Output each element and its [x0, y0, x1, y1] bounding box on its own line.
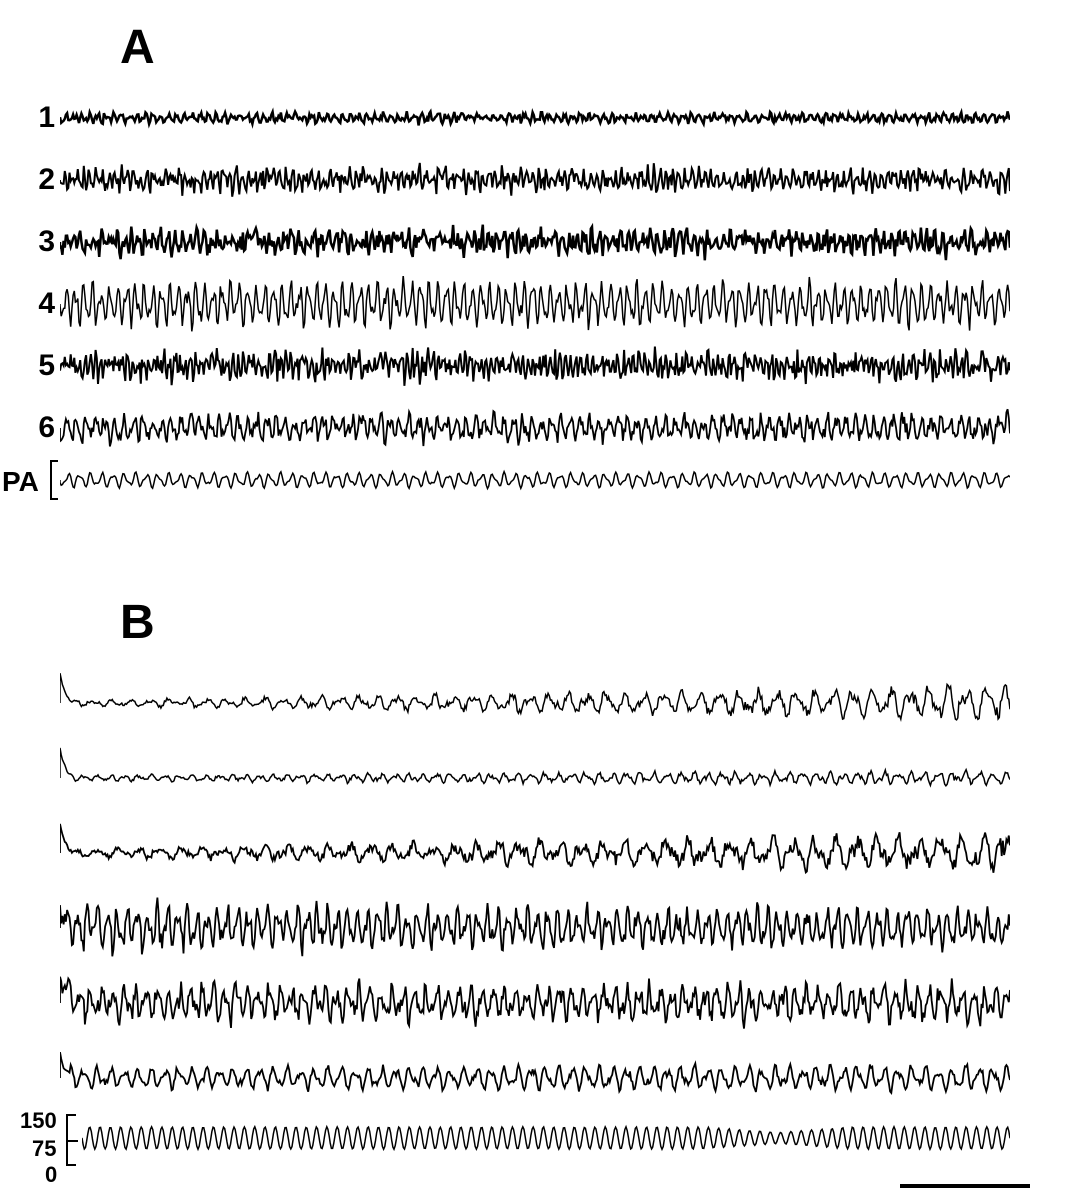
scale-bracket	[66, 1114, 76, 1166]
panel-b-pa-trace: 150 75 0	[60, 1120, 1050, 1156]
panel-a-label: A	[120, 20, 155, 75]
panel-b-trace-4	[60, 895, 1050, 961]
panel-a-trace-1: 1	[60, 90, 1050, 146]
scale-label-75: 75	[32, 1136, 56, 1162]
time-scale-bar	[900, 1184, 1030, 1188]
panel-b: 150 75 0	[0, 670, 1070, 1156]
trace-label-1: 1	[15, 101, 55, 135]
panel-a-trace-5: 5	[60, 338, 1050, 394]
pa-label: PA	[2, 466, 39, 498]
panel-b-trace-6	[60, 1045, 1050, 1111]
scale-label-0: 0	[45, 1162, 57, 1188]
panel-a-trace-3: 3	[60, 214, 1050, 270]
trace-label-4: 4	[15, 287, 55, 321]
panel-b-trace-2	[60, 745, 1050, 811]
panel-a-trace-6: 6	[60, 400, 1050, 456]
trace-label-6: 6	[15, 411, 55, 445]
scale-label-150: 150	[20, 1108, 57, 1134]
panel-a: 1 2 3 4 5 6 PA	[0, 90, 1070, 498]
trace-label-5: 5	[15, 349, 55, 383]
panel-a-trace-4: 4	[60, 276, 1050, 332]
panel-a-pa-trace: PA	[60, 462, 1050, 498]
panel-b-label: B	[120, 595, 155, 650]
panel-b-trace-1	[60, 670, 1050, 736]
trace-label-3: 3	[15, 225, 55, 259]
panel-b-trace-3	[60, 820, 1050, 886]
panel-b-trace-5	[60, 970, 1050, 1036]
panel-a-trace-2: 2	[60, 152, 1050, 208]
pa-bracket	[50, 460, 58, 500]
trace-label-2: 2	[15, 163, 55, 197]
